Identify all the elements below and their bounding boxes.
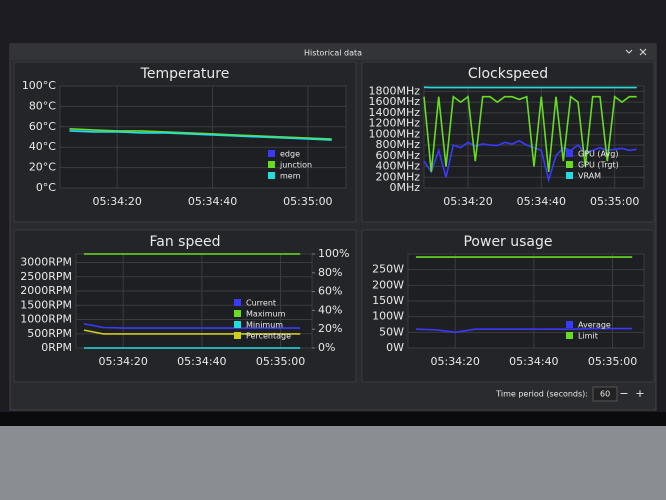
x-tick-label: 05:34:40 xyxy=(177,355,226,368)
minus-button[interactable]: − xyxy=(619,387,628,400)
legend-swatch xyxy=(566,332,573,339)
legend-label: Average xyxy=(578,321,611,330)
y-tick-label: 1500RPM xyxy=(20,298,72,311)
y-tick-label: 1200MHz xyxy=(368,117,420,130)
y-tick-label: 0°C xyxy=(36,181,56,194)
x-tick-label: 05:34:40 xyxy=(509,355,558,368)
series-line xyxy=(83,323,301,329)
plus-button[interactable]: + xyxy=(635,387,644,400)
series-line xyxy=(83,329,301,335)
legend-label: edge xyxy=(280,150,300,159)
legend-swatch xyxy=(268,172,275,179)
series-line xyxy=(69,128,332,140)
chart-title: Clockspeed xyxy=(468,66,548,82)
legend-swatch xyxy=(234,321,241,328)
y-tick-label: 0MHz xyxy=(389,181,420,194)
legend-label: junction xyxy=(279,161,312,170)
y-tick-label: 200MHz xyxy=(375,170,420,183)
y2-tick-label: 20% xyxy=(318,322,342,335)
title-bar xyxy=(10,44,656,60)
y-tick-label: 80°C xyxy=(29,99,56,112)
y-tick-label: 100W xyxy=(372,310,404,323)
time-period-label: Time period (seconds): xyxy=(495,390,588,399)
x-tick-label: 05:34:20 xyxy=(443,195,492,208)
y-tick-label: 600MHz xyxy=(375,149,420,162)
y-tick-label: 1000MHz xyxy=(368,127,420,140)
y-tick-label: 400MHz xyxy=(375,160,420,173)
chart-title: Temperature xyxy=(140,66,230,82)
y-tick-label: 150W xyxy=(372,294,404,307)
legend-swatch xyxy=(268,150,275,157)
x-tick-label: 05:35:00 xyxy=(588,355,637,368)
series-line xyxy=(415,327,633,334)
legend-label: mem xyxy=(280,172,301,181)
legend-label: GPU (Trgt) xyxy=(578,161,619,170)
x-tick-label: 05:35:00 xyxy=(256,355,305,368)
y-tick-label: 0RPM xyxy=(41,341,72,354)
y-tick-label: 250W xyxy=(372,263,404,276)
x-tick-label: 05:34:20 xyxy=(92,195,141,208)
time-period-input[interactable] xyxy=(592,386,618,402)
y-tick-label: 200W xyxy=(372,278,404,291)
charts: Temperature 0°C 20°C 40°C 60°C 80°C 100°C 05:34… xyxy=(13,61,655,383)
collapse-button[interactable] xyxy=(625,49,633,54)
y-tick-label: 1800MHz xyxy=(368,84,420,97)
y-tick-label: 40°C xyxy=(29,140,56,153)
legend-swatch xyxy=(234,310,241,317)
legend-label: GPU (Avg) xyxy=(578,150,618,159)
legend-label: Current xyxy=(246,299,276,308)
y-tick-label: 500RPM xyxy=(27,327,72,340)
plot-area xyxy=(423,85,645,189)
y2-tick-label: 100% xyxy=(318,247,349,260)
legend-swatch xyxy=(268,161,275,168)
legend-label: Minimum xyxy=(246,321,283,330)
y2-tick-label: 0% xyxy=(318,341,335,354)
y-tick-label: 50W xyxy=(379,325,404,338)
legend-label: VRAM xyxy=(578,172,601,181)
series-line xyxy=(423,95,637,172)
y2-tick-label: 60% xyxy=(318,285,342,298)
x-tick-label: 05:34:40 xyxy=(517,195,566,208)
plot-area xyxy=(75,253,313,349)
legend-swatch xyxy=(234,332,241,339)
y-tick-label: 800MHz xyxy=(375,138,420,151)
legend-swatch xyxy=(566,172,573,179)
legend-swatch xyxy=(234,299,241,306)
y-tick-label: 1600MHz xyxy=(368,95,420,108)
x-tick-label: 05:35:00 xyxy=(283,195,332,208)
chart-title: Fan speed xyxy=(150,234,221,250)
x-tick-label: 05:35:00 xyxy=(590,195,639,208)
window-title: Historical data xyxy=(304,49,362,58)
time-period-value: 60 xyxy=(600,390,610,399)
y-tick-label: 20°C xyxy=(29,161,56,174)
y2-tick-label: 80% xyxy=(318,266,342,279)
y2-tick-label: 40% xyxy=(318,303,342,316)
series-line xyxy=(69,130,332,141)
x-tick-label: 05:34:40 xyxy=(188,195,237,208)
chart-title: Power usage xyxy=(463,234,552,250)
y-tick-label: 1400MHz xyxy=(368,106,420,119)
x-tick-label: 05:34:20 xyxy=(430,355,479,368)
legend-label: Percentage xyxy=(246,332,291,341)
x-tick-label: 05:34:20 xyxy=(98,355,147,368)
close-button[interactable] xyxy=(639,48,647,56)
legend-swatch xyxy=(566,161,573,168)
desk xyxy=(0,420,666,500)
legend-swatch xyxy=(566,321,573,328)
y-tick-label: 60°C xyxy=(29,120,56,133)
legend-swatch xyxy=(566,150,573,157)
y-tick-label: 100°C xyxy=(22,79,56,92)
y-tick-label: 3000RPM xyxy=(20,256,72,269)
y-tick-label: 0W xyxy=(386,341,404,354)
series-line xyxy=(423,139,637,183)
y-tick-label: 1000RPM xyxy=(20,313,72,326)
legend-label: Maximum xyxy=(246,310,286,319)
legend-label: Limit xyxy=(578,332,598,341)
y-tick-label: 2000RPM xyxy=(20,284,72,297)
y-tick-label: 2500RPM xyxy=(20,270,72,283)
bezel xyxy=(0,412,666,426)
